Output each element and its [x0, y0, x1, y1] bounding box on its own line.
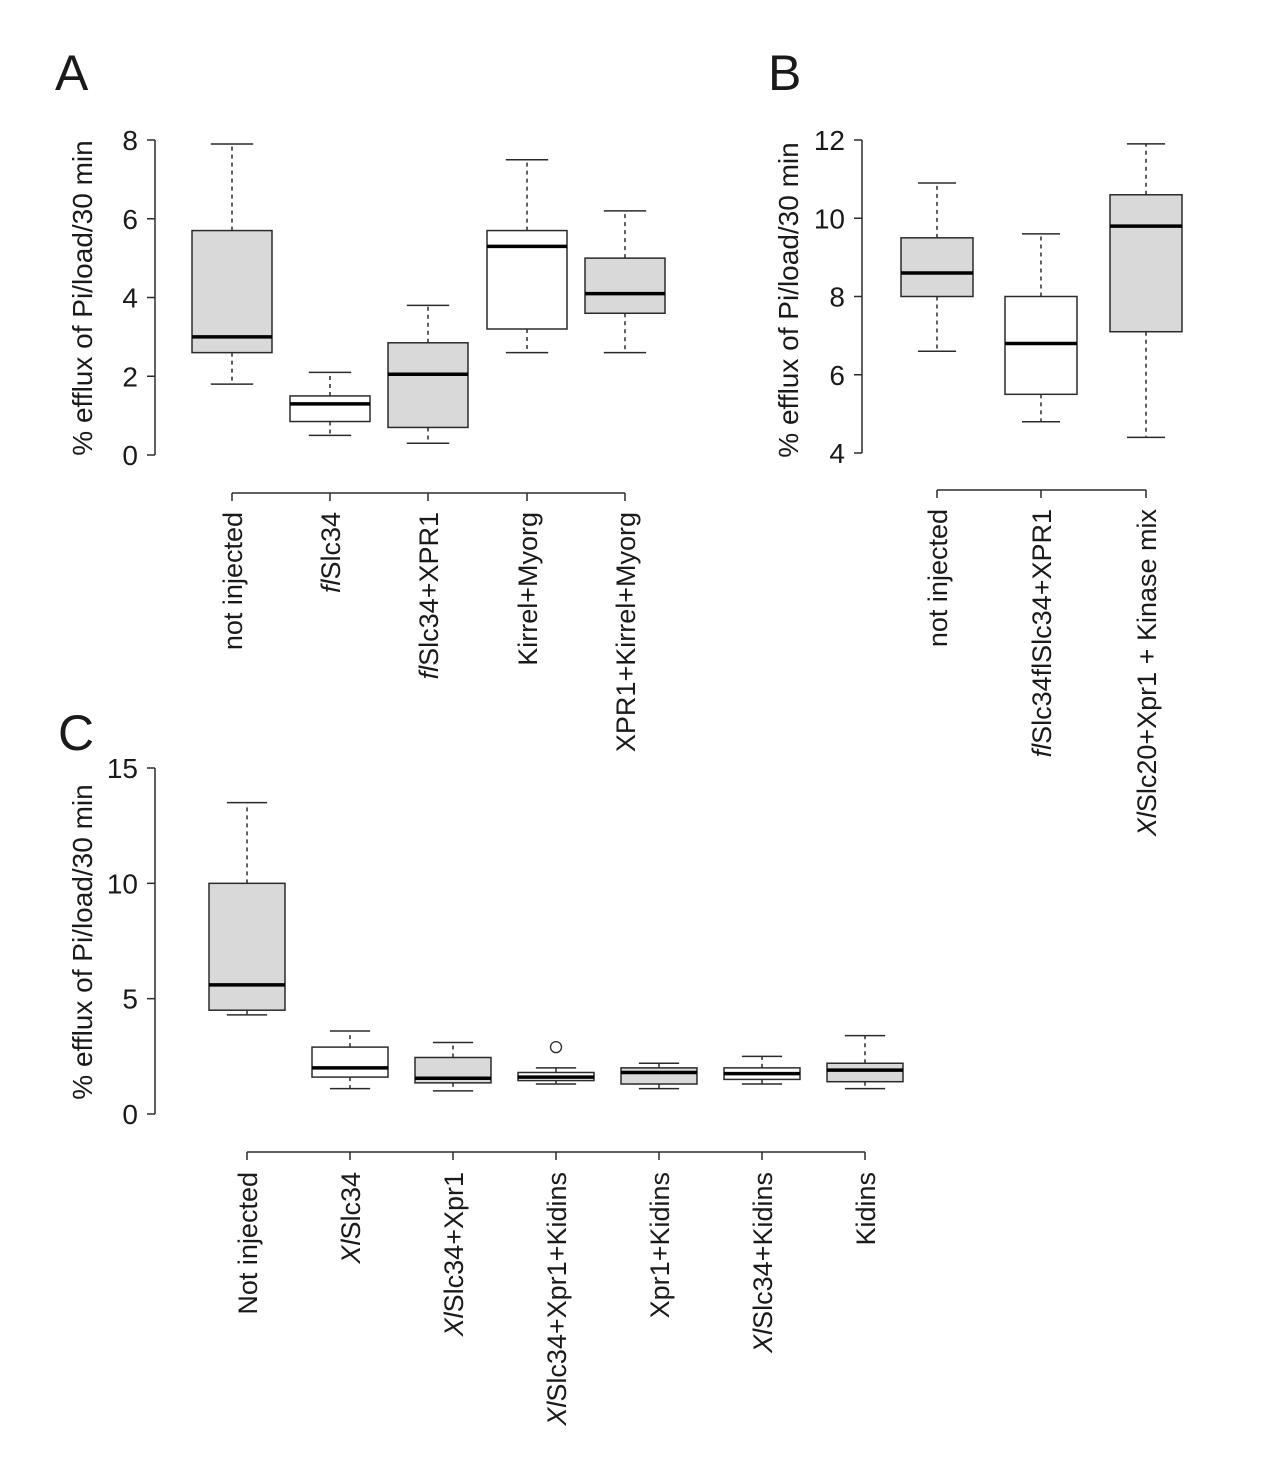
category-label-italic: fl — [316, 579, 346, 594]
category-label: XlSlc34 — [336, 1172, 366, 1265]
category-label-text: Slc34flSlc34+XPR1 — [1027, 509, 1057, 744]
category-label-text: Slc34+Xpr1+Kidins — [542, 1172, 572, 1402]
box-group — [900, 182, 974, 353]
y-tick-label: 10 — [107, 868, 138, 899]
category-label-text: XPR1+Kirrel+Myorg — [611, 512, 641, 752]
category-label: XlSlc20+Xpr1 + Kinase mix — [1132, 509, 1162, 838]
category-label-italic: Xl — [1132, 811, 1162, 837]
box-iqr — [208, 882, 286, 1011]
box-iqr — [900, 237, 974, 298]
y-axis-title-b: % efflux of Pi/load/30 min — [773, 142, 804, 457]
category-label: XPR1+Kirrel+Myorg — [611, 512, 641, 752]
y-tick-label: 8 — [829, 282, 845, 313]
box-iqr — [191, 229, 273, 354]
box-group — [311, 1030, 389, 1090]
category-label: flSlc34flSlc34+XPR1 — [1027, 509, 1057, 757]
category-label-italic: fl — [414, 665, 444, 680]
panel-b-plot: 4 6 8 10 12 not injected flSlc34flSlc34+XPR1 Xl… — [814, 125, 1183, 838]
box-iqr — [826, 1062, 904, 1083]
category-label: flSlc34+XPR1 — [414, 512, 444, 679]
panel-letter-c: C — [58, 705, 94, 761]
y-tick-label: 0 — [122, 440, 138, 471]
y-tick-label: 12 — [814, 125, 845, 156]
category-label-italic: Xl — [439, 1311, 469, 1337]
category-label-italic: Xl — [748, 1328, 778, 1354]
category-label-text: Slc34 — [336, 1172, 366, 1240]
box-group — [191, 143, 273, 385]
box-group — [620, 1062, 698, 1090]
y-tick-label: 6 — [122, 204, 138, 235]
box-group — [826, 1034, 904, 1090]
category-label-italic: Xl — [336, 1239, 366, 1265]
category-label: not injected — [923, 509, 953, 647]
box-iqr — [620, 1067, 698, 1085]
panel-letter-b: B — [768, 45, 801, 101]
category-label-text: Slc20+Xpr1 + Kinase mix — [1132, 509, 1162, 813]
box-group — [486, 158, 568, 354]
box-iqr — [311, 1046, 389, 1078]
y-axis-title-c: % efflux of Pi/load/30 min — [67, 784, 98, 1099]
box-iqr — [1109, 194, 1183, 333]
y-tick-label: 15 — [107, 753, 138, 784]
box-group — [414, 1041, 492, 1092]
category-label-text: Not injected — [233, 1172, 263, 1315]
y-tick-label: 10 — [814, 203, 845, 234]
category-label-text: not injected — [923, 509, 953, 647]
category-label: Kirrel+Myorg — [513, 512, 543, 666]
category-label: Kidins — [851, 1172, 881, 1246]
category-label: Xpr1+Kidins — [645, 1172, 675, 1318]
y-tick-label: 8 — [122, 125, 138, 156]
category-label: Not injected — [233, 1172, 263, 1315]
box-group — [584, 210, 666, 354]
category-label-text: Xpr1+Kidins — [645, 1172, 675, 1318]
box-iqr — [387, 342, 469, 429]
category-label-text: Slc34+Xpr1 — [439, 1172, 469, 1312]
box-iqr — [584, 257, 666, 314]
y-tick-label: 4 — [829, 438, 845, 469]
box-group — [289, 371, 371, 437]
category-label-text: Slc34+Kidins — [748, 1172, 778, 1329]
box-group — [208, 801, 286, 1016]
outlier-point — [549, 1040, 563, 1054]
category-label: flSlc34 — [316, 512, 346, 593]
category-label: XlSlc34+Xpr1 — [439, 1172, 469, 1337]
box-iqr — [289, 395, 371, 423]
y-tick-label: 6 — [829, 360, 845, 391]
box-iqr — [1004, 295, 1078, 396]
y-tick-label: 4 — [122, 283, 138, 314]
category-label-text: Slc34 — [316, 512, 346, 580]
box-group — [387, 304, 469, 444]
box-group — [723, 1055, 801, 1085]
category-label: XlSlc34+Kidins — [748, 1172, 778, 1354]
panel-letter-a: A — [55, 45, 89, 101]
category-label-text: Kirrel+Myorg — [513, 512, 543, 666]
y-axis-title-a: % efflux of Pi/load/30 min — [67, 140, 98, 455]
category-label-text: Slc34+XPR1 — [414, 512, 444, 666]
category-label-italic: Xl — [542, 1401, 572, 1427]
category-label: not injected — [218, 512, 248, 650]
y-tick-label: 2 — [122, 361, 138, 392]
category-label-text: Kidins — [851, 1172, 881, 1246]
y-tick-label: 0 — [122, 1099, 138, 1130]
box-group — [1004, 233, 1078, 423]
box-group — [1109, 143, 1183, 439]
y-tick-label: 5 — [122, 984, 138, 1015]
category-label-italic: fl — [1027, 743, 1057, 758]
category-label-text: not injected — [218, 512, 248, 650]
box-group — [517, 1040, 595, 1085]
category-label: XlSlc34+Xpr1+Kidins — [542, 1172, 572, 1427]
